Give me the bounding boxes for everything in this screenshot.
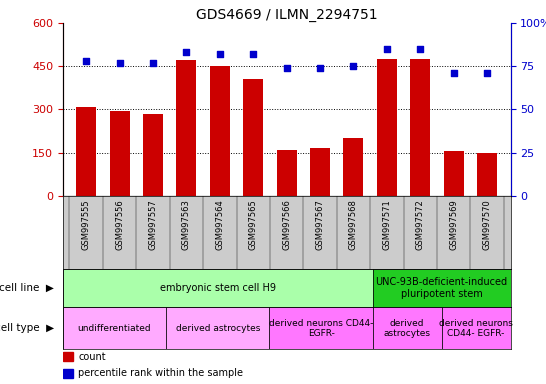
Bar	[63, 352, 73, 361]
Point	[149, 60, 157, 66]
Text: GSM997555: GSM997555	[82, 200, 91, 250]
Point	[349, 63, 358, 70]
Text: GSM997564: GSM997564	[215, 200, 224, 250]
Bar	[373, 307, 442, 349]
Bar	[343, 138, 364, 196]
Text: GSM997569: GSM997569	[449, 200, 458, 250]
Text: GSM997566: GSM997566	[282, 200, 291, 250]
Bar	[63, 269, 373, 307]
Bar	[377, 59, 397, 196]
Point	[316, 65, 324, 71]
Bar	[166, 307, 269, 349]
Bar	[442, 307, 511, 349]
Text: GSM997565: GSM997565	[249, 200, 258, 250]
Bar	[210, 66, 230, 196]
Point	[416, 46, 425, 52]
Bar	[176, 61, 197, 196]
Text: cell type  ▶: cell type ▶	[0, 323, 54, 333]
Text: derived neurons
CD44- EGFR-: derived neurons CD44- EGFR-	[439, 319, 513, 338]
Text: percentile rank within the sample: percentile rank within the sample	[79, 368, 244, 378]
Bar	[76, 107, 96, 196]
Text: GSM997563: GSM997563	[182, 200, 191, 250]
Point	[383, 46, 391, 52]
Text: derived neurons CD44-
EGFR-: derived neurons CD44- EGFR-	[269, 319, 373, 338]
Text: GSM997567: GSM997567	[316, 200, 324, 250]
Bar	[63, 369, 73, 378]
Point	[483, 70, 491, 76]
Bar	[269, 307, 373, 349]
Text: GSM997556: GSM997556	[115, 200, 124, 250]
Point	[282, 65, 291, 71]
Text: GSM997557: GSM997557	[149, 200, 157, 250]
Bar	[243, 79, 263, 196]
Point	[82, 58, 91, 64]
Text: count: count	[79, 351, 106, 361]
Title: GDS4669 / ILMN_2294751: GDS4669 / ILMN_2294751	[196, 8, 377, 22]
Bar	[277, 150, 296, 196]
Point	[115, 60, 124, 66]
Text: derived astrocytes: derived astrocytes	[176, 324, 260, 333]
Bar	[373, 269, 511, 307]
Bar	[310, 148, 330, 196]
Point	[249, 51, 258, 57]
Point	[182, 50, 191, 56]
Bar	[110, 111, 129, 196]
Bar	[143, 114, 163, 196]
Point	[216, 51, 224, 57]
Text: GSM997572: GSM997572	[416, 200, 425, 250]
Text: GSM997568: GSM997568	[349, 200, 358, 250]
Text: undifferentiated: undifferentiated	[78, 324, 151, 333]
Text: cell line  ▶: cell line ▶	[0, 283, 54, 293]
Text: derived
astrocytes: derived astrocytes	[384, 319, 431, 338]
Bar	[477, 152, 497, 196]
Text: embryonic stem cell H9: embryonic stem cell H9	[160, 283, 276, 293]
Text: UNC-93B-deficient-induced
pluripotent stem: UNC-93B-deficient-induced pluripotent st…	[376, 277, 508, 299]
Text: GSM997570: GSM997570	[483, 200, 491, 250]
Bar	[410, 59, 430, 196]
Text: GSM997571: GSM997571	[382, 200, 391, 250]
Bar	[63, 307, 166, 349]
Bar	[444, 151, 464, 196]
Point	[449, 70, 458, 76]
